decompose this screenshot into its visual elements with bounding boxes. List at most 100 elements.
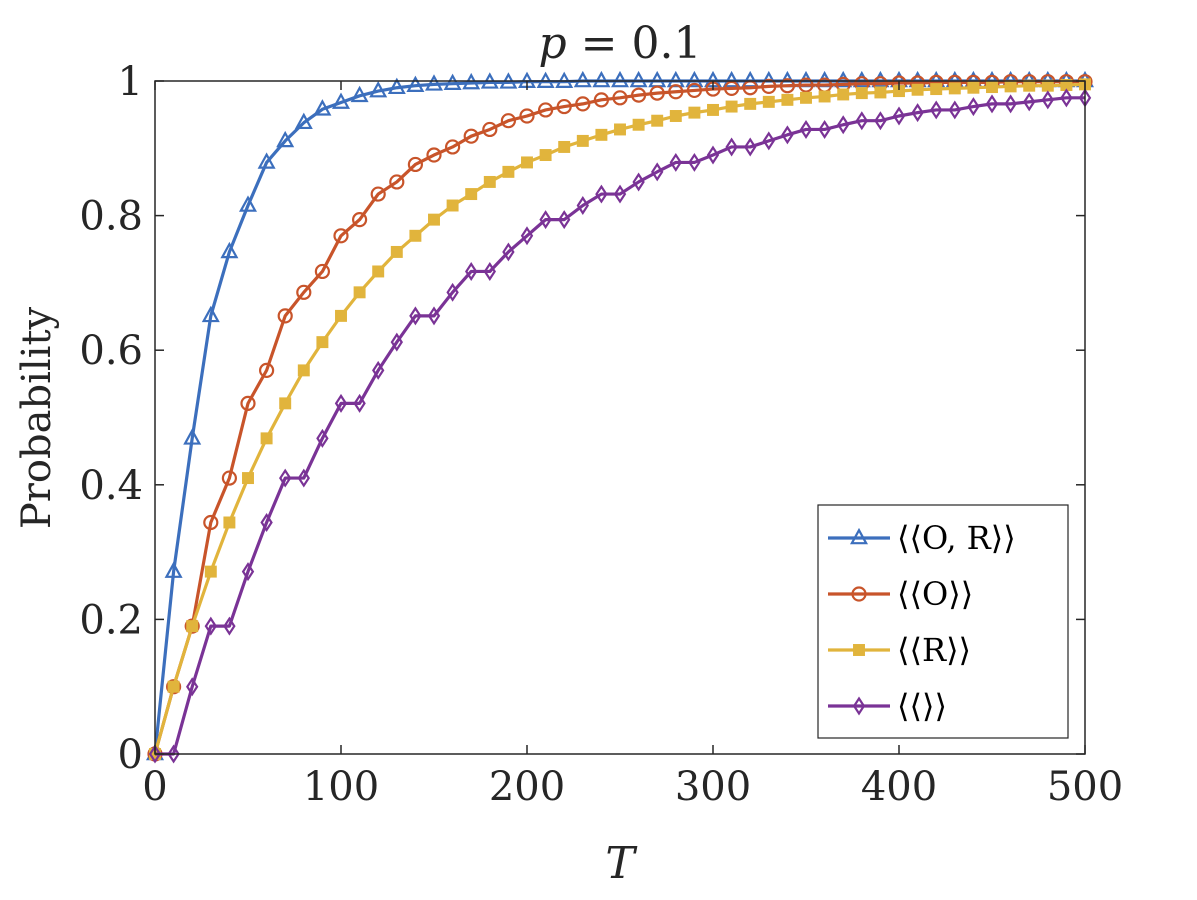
series-4-point [911,103,924,123]
series-3-point [986,81,998,94]
series-4-point [334,393,348,413]
series-4-point [167,744,180,764]
series-2-point [668,84,684,100]
series-3-point [595,128,608,141]
series-4-point [260,512,273,532]
series-3-point [1004,80,1017,93]
series-4-point [483,261,496,281]
series-3-point [558,140,571,153]
series-line-4 [155,96,1085,756]
legend-item: ⟨⟨R⟩⟩ [828,631,971,669]
series-3-point [725,100,738,113]
series-4-point [892,106,906,126]
series-4-point [985,94,999,114]
series-1-point [443,73,462,90]
series-2-point [296,284,312,300]
series-2-point [389,174,405,190]
series-1-point [220,241,239,259]
series-3-point [390,245,403,258]
series-4-point [241,562,255,582]
series-2-point [314,263,330,280]
series-4-point [967,97,980,117]
legend-items: ⟨⟨O, R⟩⟩ ⟨⟨O⟩⟩ ⟨⟨R⟩⟩ ⟨⟨⟩⟩ [828,519,1016,725]
series-3-point [688,106,701,119]
series-2-point [352,212,368,228]
series-1-point [201,305,220,323]
series-3-point [930,83,943,96]
series-2-point [537,102,554,118]
x-tick-label: 400 [861,764,937,810]
series-3-point [818,90,831,103]
series-4-point [223,616,236,636]
series-4-point [725,137,738,157]
legend-label: ⟨⟨⟩⟩ [897,687,947,725]
series-4-point [204,616,217,636]
series-3-point [335,309,347,322]
series-3-point [297,364,310,377]
series-4-point [520,226,534,246]
series-3-point [409,229,422,242]
series-4-point [465,261,478,281]
series-2-point [482,121,498,138]
series-3 [149,78,1091,760]
series-4-point [762,131,775,151]
x-tick-label: 100 [303,764,379,810]
series-2-point [240,395,256,411]
series-4-point [558,210,571,230]
series-4-point [502,242,515,262]
series-3-point [855,87,868,100]
x-tick-label: 300 [675,764,751,810]
series-3-point [539,149,552,162]
series-4-point [409,306,422,326]
ticks-layer: 0 100 200 300 400 500 0 0.2 0.4 0.6 0.8 1 [79,59,1123,810]
series-4-point [1041,90,1054,110]
legend: ⟨⟨O, R⟩⟩ ⟨⟨O⟩⟩ ⟨⟨R⟩⟩ ⟨⟨⟩⟩ [817,504,1069,739]
x-tick-label: 500 [1047,764,1123,810]
series-2-point [203,514,219,531]
series-2-point [779,78,796,94]
series-4-point [781,125,794,145]
series-4-point [390,332,403,352]
series-3-point [1023,79,1036,92]
y-tick-label: 0.2 [79,597,143,643]
series-1-point [573,70,592,88]
series-3-point [446,199,459,212]
series-3-point [428,213,440,226]
series-3-point [521,156,533,169]
series-4-point [1004,94,1017,114]
series-2-point [407,156,423,173]
series-1-point [164,561,183,578]
series-3-point [762,95,775,108]
series-3-point [260,432,273,445]
series-3-point [967,81,980,94]
x-tick-label: 200 [489,764,565,810]
series-3-point [279,397,292,410]
series-1-point [183,428,202,445]
series-1-point [629,70,648,88]
series-4-point [799,119,813,139]
series-2-point [798,77,814,93]
axes-box [154,80,1086,755]
legend-label: ⟨⟨R⟩⟩ [897,631,971,669]
series-4-point [316,428,329,448]
series-4 [148,88,1092,764]
legend-swatch-marker [851,586,867,602]
series-4-point [855,111,868,131]
series-1-point [722,70,741,88]
series-4-point [613,184,627,204]
series-3-point [911,83,924,96]
legend-label: ⟨⟨O⟩⟩ [897,575,973,613]
series-3-point [874,86,887,99]
series-3-point [353,286,366,299]
series-3-point [651,114,664,127]
series-1-point [294,112,313,130]
series-2-point [630,87,647,103]
series-2-point [500,113,516,129]
series-2-point [649,85,665,101]
series-4-point [837,115,850,135]
series-1-point [424,74,444,91]
series-4-point [446,282,459,302]
series-1-point [685,70,704,88]
series-3-point [483,175,496,188]
